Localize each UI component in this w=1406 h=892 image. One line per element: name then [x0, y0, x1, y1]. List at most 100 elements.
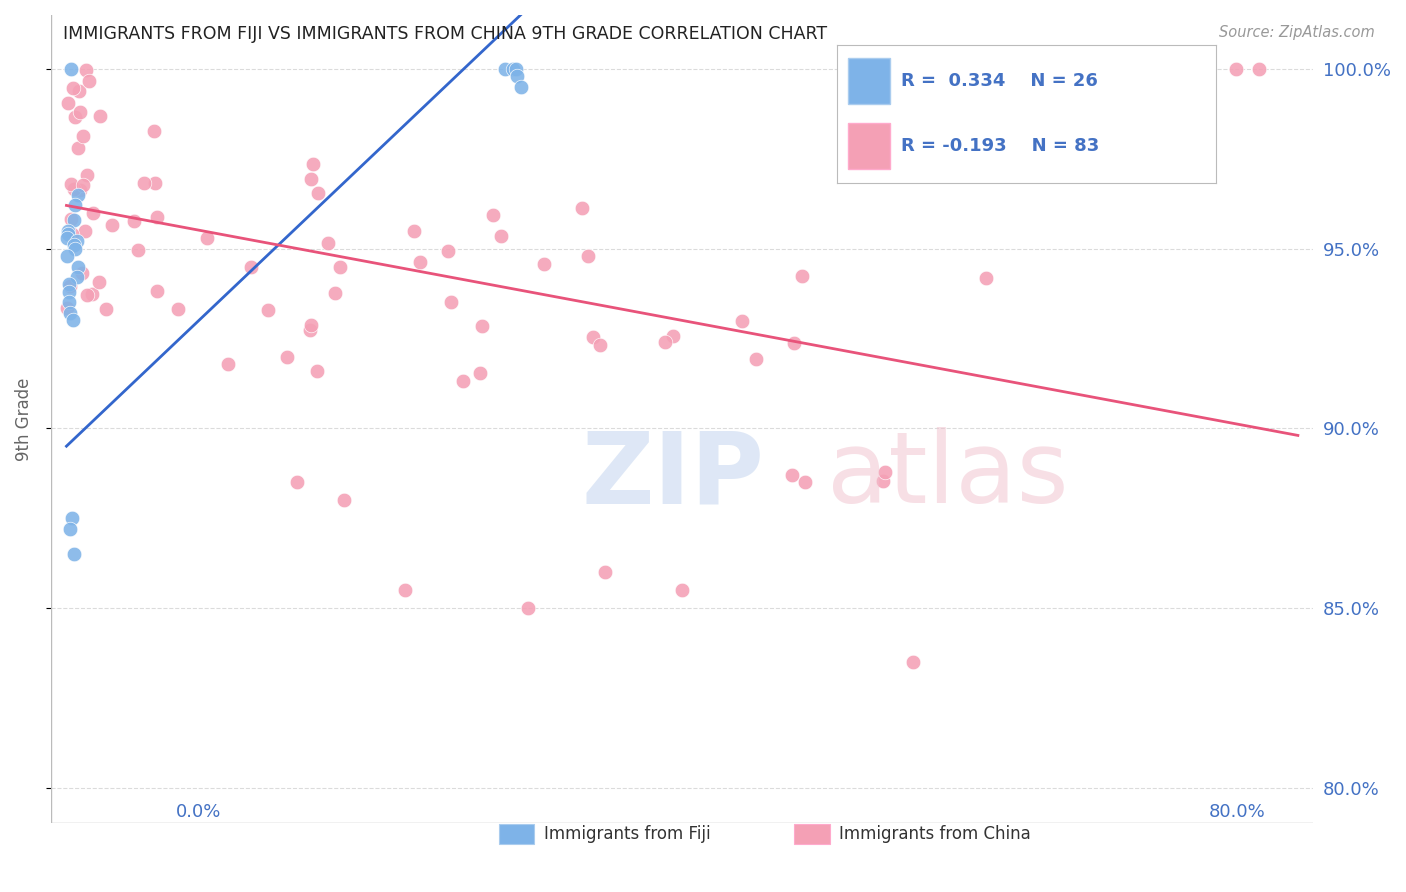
Point	[69, 183, 91, 197]
Point	[582, 330, 605, 344]
Point	[67, 84, 90, 98]
Text: 0.0%: 0.0%	[176, 803, 221, 821]
Point	[576, 249, 599, 263]
Point	[82, 205, 104, 219]
Point	[100, 218, 122, 232]
Point	[661, 329, 683, 343]
Point	[89, 109, 111, 123]
Point	[974, 271, 997, 285]
Text: IMMIGRANTS FROM FIJI VS IMMIGRANTS FROM CHINA 9TH GRADE CORRELATION CHART: IMMIGRANTS FROM FIJI VS IMMIGRANTS FROM …	[63, 25, 827, 43]
Point	[394, 582, 416, 597]
Point	[62, 81, 84, 95]
Point	[305, 364, 328, 378]
Point	[783, 335, 806, 350]
Point	[73, 223, 96, 237]
Point	[671, 582, 693, 597]
Point	[166, 301, 188, 316]
Bar	[848, 58, 890, 104]
Point	[494, 62, 516, 76]
Point	[58, 224, 80, 238]
Point	[58, 277, 80, 292]
Point	[323, 285, 346, 300]
Point	[589, 338, 612, 352]
Point	[59, 177, 82, 191]
Point	[873, 465, 896, 479]
Point	[509, 79, 531, 94]
Point	[76, 288, 98, 302]
Point	[72, 267, 94, 281]
Text: Source: ZipAtlas.com: Source: ZipAtlas.com	[1219, 25, 1375, 40]
Point	[298, 323, 321, 337]
Point	[794, 475, 817, 489]
Point	[124, 214, 146, 228]
Point	[58, 227, 80, 242]
Point	[62, 182, 84, 196]
Point	[146, 211, 169, 225]
Text: R =  0.334    N = 26: R = 0.334 N = 26	[901, 72, 1098, 90]
Point	[276, 350, 298, 364]
Point	[58, 285, 80, 299]
Point	[332, 493, 354, 508]
Text: Immigrants from Fiji: Immigrants from Fiji	[544, 825, 711, 843]
Point	[72, 178, 94, 192]
Point	[471, 319, 494, 334]
Point	[127, 244, 149, 258]
Point	[437, 244, 460, 258]
Point	[60, 511, 83, 525]
Point	[301, 172, 323, 186]
Point	[745, 351, 768, 366]
Point	[440, 295, 463, 310]
Point	[505, 62, 527, 76]
Point	[302, 157, 325, 171]
Point	[62, 313, 84, 327]
Point	[240, 260, 263, 274]
Point	[94, 302, 117, 317]
Point	[63, 238, 86, 252]
Point	[59, 306, 82, 320]
Y-axis label: 9th Grade: 9th Grade	[15, 377, 32, 461]
Point	[59, 212, 82, 227]
Point	[58, 295, 80, 310]
Point	[780, 467, 803, 482]
Point	[654, 335, 676, 350]
Point	[146, 284, 169, 298]
Point	[285, 475, 308, 489]
Point	[87, 275, 110, 289]
Point	[872, 475, 894, 489]
Point	[143, 124, 166, 138]
Point	[299, 318, 322, 333]
Text: 80.0%: 80.0%	[1209, 803, 1265, 821]
Point	[792, 268, 814, 283]
Point	[404, 224, 426, 238]
Point	[408, 254, 430, 268]
Point	[451, 375, 474, 389]
Point	[257, 302, 280, 317]
Point	[468, 366, 491, 380]
Point	[72, 128, 94, 143]
Point	[901, 655, 924, 669]
Point	[76, 168, 98, 182]
Point	[66, 270, 89, 285]
Point	[60, 227, 83, 241]
Point	[63, 242, 86, 256]
Point	[731, 314, 754, 328]
Point	[63, 212, 86, 227]
Point	[66, 235, 89, 249]
Point	[593, 565, 616, 579]
Point	[67, 260, 90, 274]
Point	[59, 278, 82, 293]
Point	[482, 208, 505, 222]
Point	[1249, 62, 1271, 76]
Point	[506, 69, 529, 83]
Point	[56, 231, 79, 245]
Point	[56, 301, 79, 316]
Point	[69, 104, 91, 119]
Point	[58, 95, 80, 110]
Point	[82, 287, 104, 301]
Point	[491, 228, 513, 243]
Point	[63, 110, 86, 124]
Point	[63, 547, 86, 561]
Point	[1225, 62, 1247, 76]
Point	[77, 74, 100, 88]
Point	[132, 176, 155, 190]
